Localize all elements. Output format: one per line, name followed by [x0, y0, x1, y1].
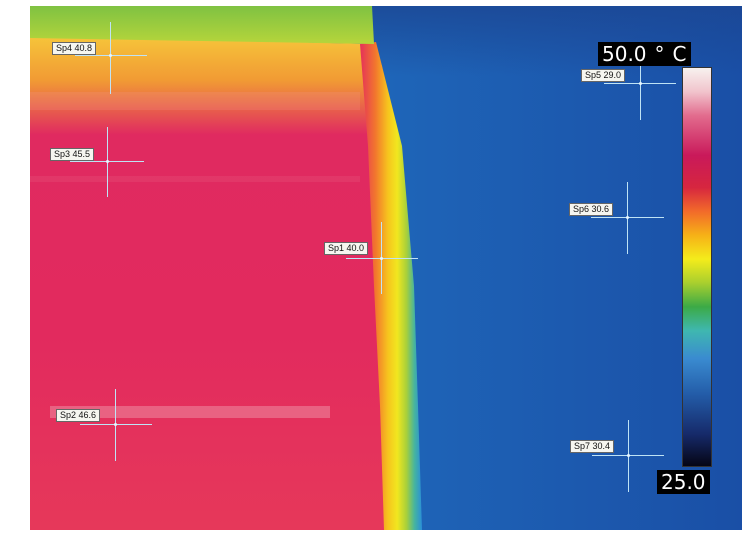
crosshair-vertical	[110, 22, 111, 94]
spot-label: Sp2 46.6	[56, 409, 101, 422]
crosshair-center	[380, 257, 383, 260]
crosshair-center	[114, 423, 117, 426]
crosshair-center	[627, 454, 630, 457]
spot-label: Sp7 30.4	[570, 440, 615, 453]
scale-min-value: 25.0	[661, 470, 706, 494]
crosshair-center	[639, 82, 642, 85]
crosshair-center	[106, 160, 109, 163]
scale-max-readout: 50.0 ° C	[598, 42, 691, 66]
spot-label: Sp3 45.5	[50, 148, 95, 161]
temperature-color-scale	[682, 67, 712, 467]
spot-label: Sp5 29.0	[581, 69, 626, 82]
degree-symbol: °	[654, 42, 665, 66]
crosshair-center	[109, 54, 112, 57]
crosshair-center	[626, 216, 629, 219]
spot-label: Sp4 40.8	[52, 42, 97, 55]
scale-min-readout: 25.0	[657, 470, 710, 494]
scale-unit: C	[672, 42, 687, 66]
spot-label: Sp6 30.6	[569, 203, 614, 216]
thermal-image	[30, 6, 742, 530]
spot-label: Sp1 40.0	[324, 242, 369, 255]
scale-max-value: 50.0	[602, 42, 647, 66]
